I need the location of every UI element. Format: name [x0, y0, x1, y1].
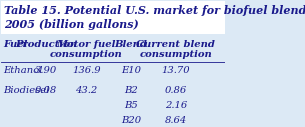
Text: B2: B2 [124, 86, 138, 95]
Text: 0.86: 0.86 [165, 86, 187, 95]
Text: Current blend
consumption: Current blend consumption [136, 40, 215, 59]
Text: 136.9: 136.9 [72, 66, 101, 75]
Text: Motor fuel
consumption: Motor fuel consumption [50, 40, 123, 59]
Text: 8.64: 8.64 [165, 116, 187, 125]
Text: B20: B20 [121, 116, 141, 125]
Text: 0.08: 0.08 [35, 86, 57, 95]
Text: Ethanol: Ethanol [4, 66, 43, 75]
Text: 2.16: 2.16 [165, 101, 187, 110]
Text: 43.2: 43.2 [75, 86, 98, 95]
Text: Table 15. Potential U.S. market for biofuel blends,
2005 (billion gallons): Table 15. Potential U.S. market for biof… [4, 5, 305, 30]
Text: 13.70: 13.70 [162, 66, 190, 75]
FancyBboxPatch shape [2, 0, 225, 34]
Text: Production: Production [15, 40, 77, 49]
Text: 3.90: 3.90 [35, 66, 57, 75]
Text: B5: B5 [124, 101, 138, 110]
Text: Blend: Blend [115, 40, 148, 49]
Text: Fuel: Fuel [4, 40, 28, 49]
Text: E10: E10 [121, 66, 141, 75]
Text: Biodiesel: Biodiesel [4, 86, 50, 95]
